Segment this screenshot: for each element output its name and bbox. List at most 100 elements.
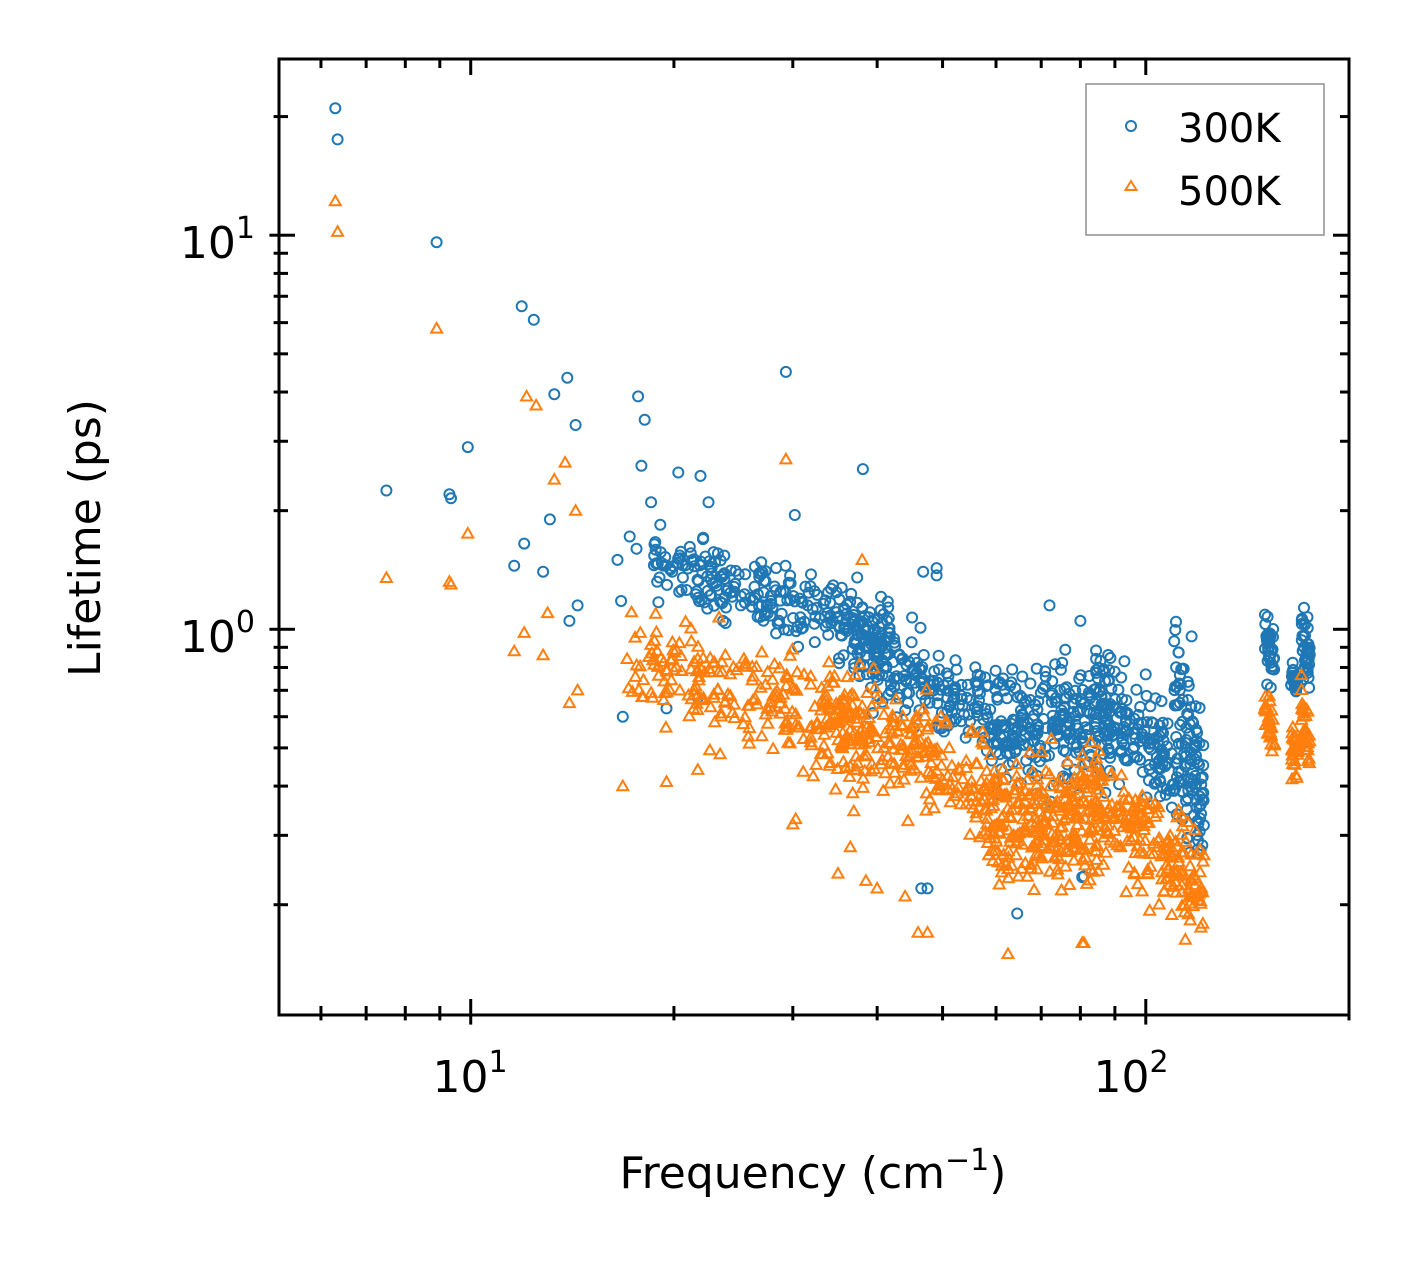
point-500K bbox=[1103, 768, 1118, 781]
point-500K bbox=[1192, 864, 1208, 878]
point-500K bbox=[1040, 807, 1055, 820]
point-500K bbox=[1037, 827, 1052, 841]
point-500K bbox=[1267, 737, 1282, 751]
point-300K bbox=[1154, 790, 1167, 803]
point-500K bbox=[847, 667, 863, 680]
point-500K bbox=[1176, 844, 1192, 858]
point-500K bbox=[763, 694, 779, 708]
point-300K bbox=[1180, 749, 1192, 762]
point-500K bbox=[1021, 786, 1037, 800]
point-500K bbox=[753, 680, 769, 693]
point-500K bbox=[993, 785, 1008, 799]
point-300K bbox=[1118, 655, 1131, 668]
point-500K bbox=[1136, 822, 1152, 835]
point-300K bbox=[1196, 771, 1209, 783]
point-500K bbox=[1174, 877, 1190, 891]
point-500K bbox=[1011, 868, 1026, 882]
point-500K bbox=[1091, 801, 1107, 815]
point-500K bbox=[726, 659, 741, 673]
point-500K bbox=[1083, 734, 1098, 748]
point-500K bbox=[1169, 809, 1185, 823]
point-500K bbox=[760, 664, 775, 677]
point-500K bbox=[895, 738, 911, 752]
point-500K bbox=[1074, 842, 1090, 855]
point-300K bbox=[942, 684, 955, 697]
point-500K bbox=[1000, 946, 1016, 960]
point-500K bbox=[778, 451, 794, 465]
point-500K bbox=[1096, 829, 1112, 843]
point-500K bbox=[647, 633, 662, 646]
point-500K bbox=[777, 701, 793, 714]
point-500K bbox=[986, 798, 1001, 811]
point-300K bbox=[1033, 742, 1046, 755]
point-300K bbox=[632, 390, 645, 403]
point-300K bbox=[885, 678, 897, 691]
point-500K bbox=[659, 684, 675, 698]
point-500K bbox=[690, 702, 705, 715]
point-500K bbox=[1174, 884, 1190, 897]
point-500K bbox=[938, 713, 954, 727]
point-500K bbox=[1294, 682, 1309, 695]
point-500K bbox=[921, 764, 936, 777]
point-300K bbox=[729, 564, 742, 577]
point-300K bbox=[1084, 692, 1096, 705]
point-500K bbox=[886, 741, 902, 755]
point-300K bbox=[1063, 719, 1076, 732]
point-300K bbox=[1296, 629, 1309, 642]
point-500K bbox=[893, 717, 909, 730]
point-300K bbox=[915, 663, 927, 676]
point-300K bbox=[781, 594, 794, 607]
point-300K bbox=[1147, 717, 1160, 730]
point-300K bbox=[652, 596, 665, 609]
point-300K bbox=[661, 578, 673, 591]
point-500K bbox=[856, 707, 871, 720]
point-300K bbox=[832, 610, 845, 623]
point-300K bbox=[888, 632, 901, 645]
point-500K bbox=[1048, 795, 1063, 809]
point-300K bbox=[992, 677, 1004, 690]
point-300K bbox=[647, 559, 660, 572]
point-300K bbox=[811, 588, 824, 601]
point-500K bbox=[932, 776, 948, 790]
point-300K bbox=[905, 636, 918, 649]
point-500K bbox=[1132, 832, 1148, 846]
point-500K bbox=[658, 719, 674, 733]
point-500K bbox=[850, 711, 865, 724]
point-300K bbox=[991, 738, 1004, 751]
point-500K bbox=[1026, 882, 1042, 895]
point-300K bbox=[1174, 718, 1187, 731]
point-500K bbox=[1161, 839, 1176, 853]
point-500K bbox=[979, 816, 995, 830]
point-500K bbox=[859, 747, 874, 761]
legend: 300K 500K bbox=[1085, 83, 1325, 236]
point-500K bbox=[866, 660, 881, 674]
point-500K bbox=[1106, 808, 1122, 822]
point-500K bbox=[1174, 898, 1190, 911]
point-500K bbox=[881, 735, 896, 748]
point-300K bbox=[1108, 722, 1121, 735]
point-500K bbox=[772, 660, 787, 674]
point-500K bbox=[739, 658, 754, 672]
point-500K bbox=[836, 692, 852, 705]
point-300K bbox=[1056, 656, 1069, 669]
point-500K bbox=[1089, 852, 1104, 865]
point-300K bbox=[635, 459, 648, 472]
point-500K bbox=[1261, 709, 1276, 723]
point-300K bbox=[1169, 624, 1182, 636]
point-500K bbox=[1030, 771, 1045, 785]
point-500K bbox=[958, 760, 974, 773]
point-500K bbox=[742, 735, 757, 749]
point-300K bbox=[917, 649, 930, 661]
point-500K bbox=[1192, 842, 1208, 855]
point-500K bbox=[992, 826, 1008, 839]
point-500K bbox=[1002, 808, 1017, 822]
point-500K bbox=[1076, 793, 1091, 807]
point-300K bbox=[885, 685, 898, 698]
point-500K bbox=[718, 693, 733, 707]
point-500K bbox=[964, 722, 980, 735]
point-500K bbox=[684, 633, 699, 647]
point-300K bbox=[973, 687, 986, 700]
point-500K bbox=[1171, 849, 1186, 863]
point-300K bbox=[1045, 696, 1058, 708]
point-500K bbox=[683, 661, 699, 675]
